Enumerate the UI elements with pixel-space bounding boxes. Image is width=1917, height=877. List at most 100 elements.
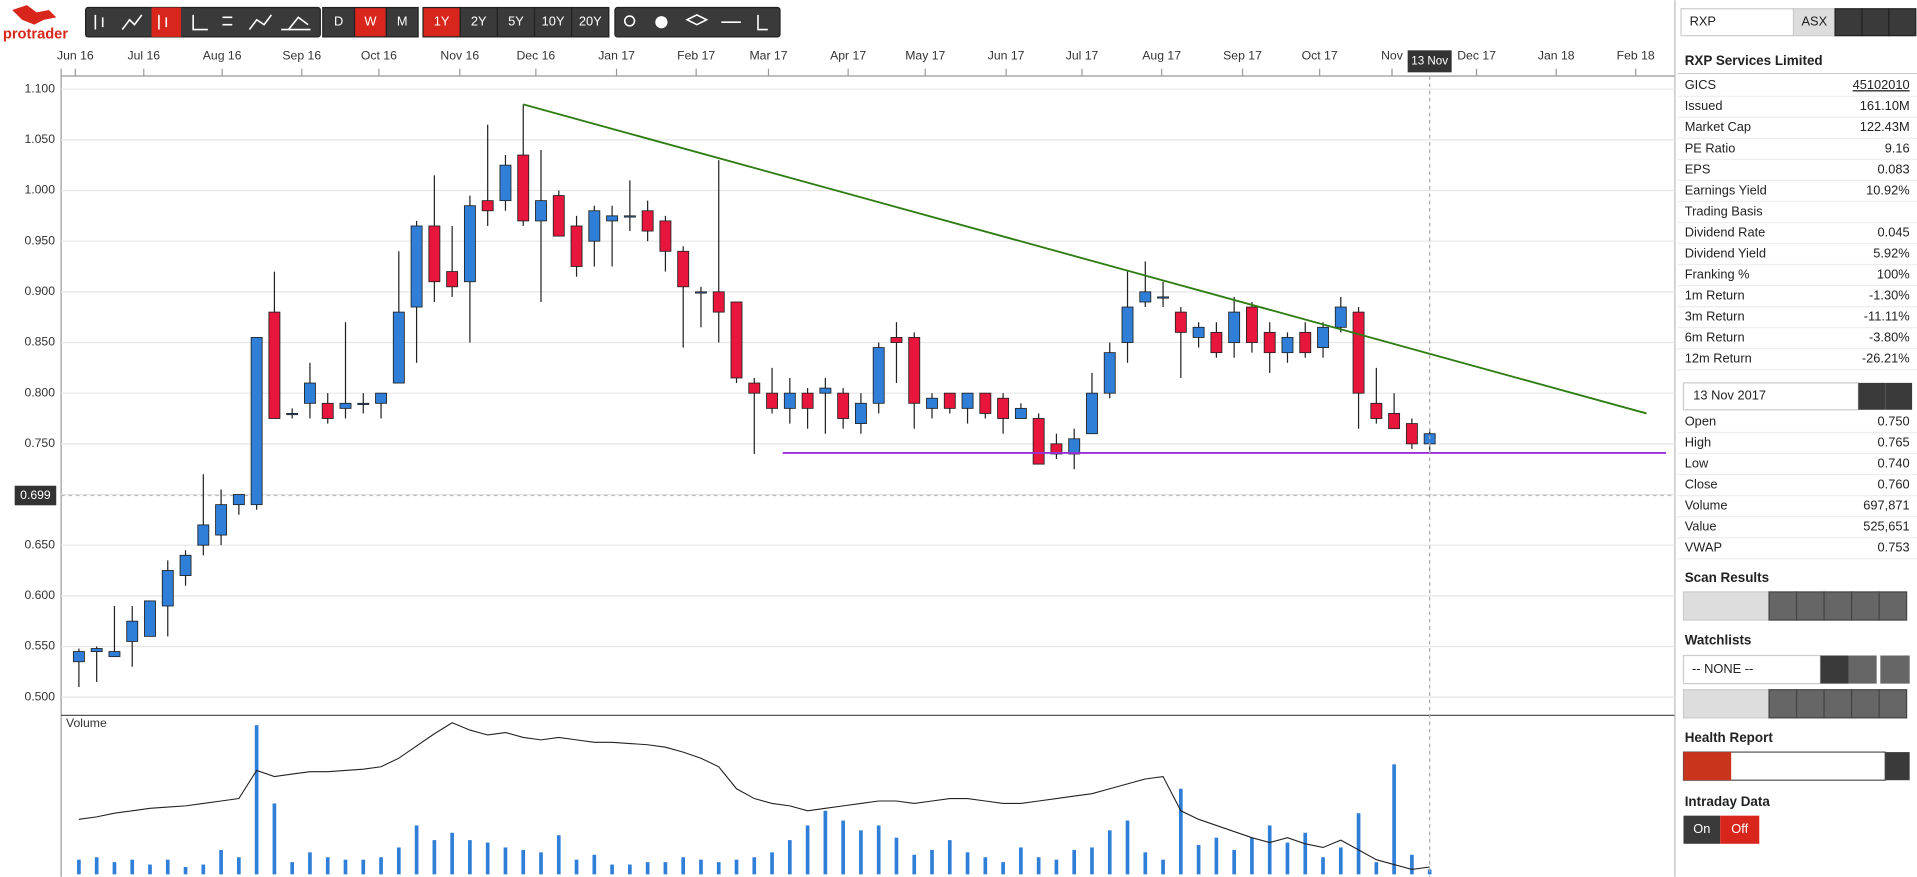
volume-bar — [556, 835, 561, 875]
x-tick-label: Dec 17 — [1457, 49, 1496, 63]
stat-value: -3.80% — [1869, 330, 1910, 345]
watchlist-button[interactable] — [1848, 655, 1877, 684]
intraday-off-label[interactable]: Off — [1731, 821, 1748, 836]
volume-bar — [1196, 845, 1201, 875]
nav-button[interactable] — [1861, 8, 1890, 37]
x-tick-label: Nov 16 — [440, 49, 479, 63]
range-group[interactable]: 1Y 2Y 5Y 10Y 20Y — [422, 6, 610, 38]
candle-body — [268, 311, 281, 419]
volume-bar — [432, 840, 437, 875]
sidebar: RXP ASX RXP Services Limited GICS 45102010 Is… — [1677, 8, 1917, 844]
toolbar-button[interactable] — [385, 6, 419, 38]
candle-body — [872, 347, 885, 404]
scan-button[interactable] — [1768, 591, 1798, 621]
toolbar-button[interactable] — [496, 6, 536, 38]
quote-value: 0.765 — [1878, 434, 1910, 449]
date-box[interactable] — [1682, 382, 1859, 411]
intraday-off[interactable] — [1720, 815, 1760, 844]
x-tick-label: Oct 16 — [361, 49, 397, 63]
section-title: Watchlists — [1685, 632, 1752, 647]
candle-body — [428, 225, 441, 283]
candle-body — [215, 504, 228, 536]
nav-button[interactable] — [1834, 8, 1863, 37]
scan-field[interactable] — [1682, 591, 1770, 621]
toolbar-button-label[interactable]: D — [334, 14, 343, 29]
volume-bar — [841, 820, 845, 875]
intraday-on-label[interactable]: On — [1693, 821, 1710, 836]
candle-body — [659, 220, 672, 252]
toolbar-button-label[interactable]: W — [364, 14, 377, 29]
health-info[interactable] — [1885, 752, 1910, 781]
scan-button[interactable] — [1823, 591, 1853, 621]
candle-body — [321, 402, 334, 419]
volume-bar — [396, 847, 401, 875]
date-nav[interactable] — [1885, 382, 1913, 410]
scan-button[interactable] — [1795, 591, 1825, 621]
volume-bar — [592, 854, 597, 875]
volume-bar — [610, 864, 614, 875]
toolbar-button-label[interactable]: M — [397, 14, 408, 29]
stat-value[interactable]: 45102010 — [1853, 77, 1910, 92]
logo-text: protrader — [3, 26, 68, 42]
search-text[interactable]: RXP — [1690, 14, 1716, 29]
toolbar-button[interactable] — [353, 6, 387, 38]
candle-body — [1086, 392, 1098, 435]
watchlist-text[interactable]: -- NONE -- — [1692, 661, 1753, 676]
volume-bar — [681, 857, 686, 875]
candle-body — [463, 205, 476, 283]
toolbar-button[interactable] — [459, 6, 498, 38]
watchlist-button[interactable] — [1768, 689, 1798, 719]
scan-button[interactable] — [1878, 591, 1908, 621]
volume-bar — [165, 859, 170, 875]
stat-value: -11.11% — [1864, 308, 1910, 323]
candle-body — [766, 392, 778, 409]
watchlist-button[interactable] — [1880, 655, 1910, 684]
watchlist-button[interactable] — [1823, 689, 1853, 719]
toolbar-button-label[interactable]: 5Y — [508, 14, 524, 29]
volume-bar — [894, 837, 899, 875]
watchlist-button[interactable] — [1795, 689, 1825, 719]
tool-group[interactable] — [84, 6, 321, 38]
stat-label: 6m Return — [1685, 330, 1745, 345]
quote-label: Volume — [1685, 497, 1728, 512]
watchlist-button[interactable] — [1878, 689, 1908, 719]
watchlist-button[interactable] — [1850, 689, 1880, 719]
tools[interactable] — [614, 6, 781, 38]
stat-label: Earnings Yield — [1685, 182, 1767, 197]
volume-bar — [343, 859, 348, 875]
date-nav[interactable] — [1858, 382, 1886, 410]
candle-body — [997, 397, 1010, 419]
stat-label: Issued — [1685, 98, 1723, 113]
exchange-text[interactable]: ASX — [1801, 14, 1827, 29]
intraday-on[interactable] — [1683, 815, 1721, 844]
toolbar-button-label[interactable]: 2Y — [471, 14, 487, 29]
candle-body — [1299, 331, 1312, 354]
toolbar-button-label[interactable]: 10Y — [542, 14, 565, 29]
nav-button[interactable] — [1888, 8, 1917, 37]
scan-button[interactable] — [1850, 591, 1880, 621]
toolbar-button[interactable] — [422, 6, 461, 38]
toolbar-button-label[interactable]: 1Y — [434, 14, 450, 29]
toolbar-button-label[interactable]: 20Y — [579, 14, 602, 29]
candle-body — [1245, 306, 1258, 343]
volume-bar — [450, 832, 454, 875]
toolbar-button[interactable] — [571, 6, 610, 38]
x-tick-label: May 17 — [905, 49, 945, 63]
logo: protrader — [3, 5, 68, 42]
x-tick-label: Dec 16 — [516, 49, 555, 63]
stat-value: 161.10M — [1860, 98, 1910, 113]
toolbar-button[interactable] — [322, 6, 356, 38]
candle-body — [375, 392, 387, 404]
x-tick-label: Jan 18 — [1538, 49, 1575, 63]
x-tick-label: Oct 17 — [1302, 49, 1338, 63]
candle-body — [552, 195, 565, 237]
date-text[interactable]: 13 Nov 2017 — [1693, 388, 1766, 403]
watchlist-field[interactable] — [1682, 689, 1770, 719]
x-tick-label: Jul 17 — [1066, 49, 1099, 63]
watchlist-button[interactable] — [1820, 655, 1849, 684]
candle-body — [126, 620, 139, 642]
candle-body — [606, 215, 619, 222]
stat-label: Trading Basis — [1685, 203, 1763, 218]
